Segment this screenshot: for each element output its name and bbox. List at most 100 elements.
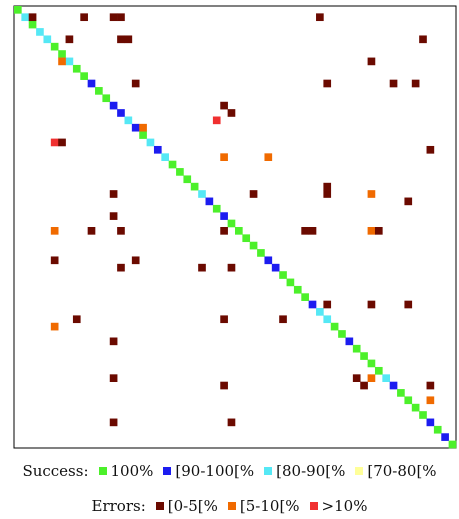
cell (28, 20, 37, 29)
cell (367, 227, 376, 235)
cell (360, 352, 368, 360)
cell (117, 13, 125, 22)
cell (345, 337, 354, 346)
cell (65, 57, 74, 66)
cell (117, 263, 125, 272)
cell (404, 396, 413, 405)
cell (87, 227, 96, 235)
cell (198, 190, 206, 198)
cell (95, 87, 103, 95)
cell (330, 322, 339, 331)
cell (124, 35, 133, 44)
cell (72, 315, 81, 324)
cell (301, 227, 309, 235)
cell (293, 285, 302, 294)
cell (419, 35, 427, 44)
cell (323, 315, 332, 324)
cell (220, 212, 228, 220)
cell (426, 396, 435, 405)
legend-label: [70-80[% (367, 462, 437, 480)
cell (161, 153, 169, 161)
cell (227, 263, 236, 272)
legend-title: Errors: (91, 497, 146, 515)
cell (153, 145, 162, 154)
cell (389, 381, 398, 390)
legend-title: Success: (22, 462, 89, 480)
cell (117, 227, 125, 235)
cell (102, 94, 111, 103)
cell (316, 13, 324, 22)
cell (433, 425, 442, 434)
cell (419, 411, 427, 419)
cell (404, 197, 413, 206)
cell (21, 13, 30, 22)
cell (367, 190, 376, 198)
cell (117, 35, 125, 44)
cell (235, 227, 243, 235)
cell (205, 197, 214, 206)
cell (323, 190, 332, 198)
cell (397, 389, 405, 397)
cell (257, 249, 265, 257)
cell (117, 109, 125, 117)
cell (271, 263, 280, 272)
cell (220, 153, 228, 161)
cell (323, 182, 332, 191)
cell (323, 300, 332, 309)
cell (109, 13, 118, 22)
cell (367, 359, 376, 368)
legend-label: [90-100[% (175, 462, 255, 480)
cell (367, 57, 376, 66)
cell (308, 300, 317, 309)
cell (109, 374, 118, 382)
cell (323, 79, 332, 88)
cell (426, 381, 435, 390)
cell (242, 234, 251, 243)
cell (168, 160, 177, 169)
cell (65, 35, 74, 44)
cell (190, 182, 199, 191)
cell (131, 79, 140, 88)
cell (220, 101, 228, 110)
matrix-chart (13, 5, 457, 449)
cell (87, 79, 96, 88)
cell (352, 344, 361, 353)
cell (374, 366, 383, 375)
error-legend: Errors: [0-5[% [5-10[% >10% (0, 495, 459, 517)
cell (72, 64, 81, 73)
cell (58, 138, 66, 147)
cell (338, 330, 346, 338)
cell (50, 42, 59, 51)
cell (389, 79, 398, 88)
cell (139, 123, 147, 132)
cell (176, 168, 184, 176)
cell (279, 315, 287, 324)
cell (220, 227, 228, 235)
legend-swatch (355, 467, 364, 475)
legend-swatch (309, 502, 318, 510)
cell (109, 190, 118, 198)
cell (220, 315, 228, 324)
cell (264, 256, 273, 265)
cell (109, 418, 118, 427)
cell (279, 271, 287, 279)
cell (198, 263, 206, 272)
cell (131, 256, 140, 265)
cell (301, 293, 309, 301)
cell (382, 374, 390, 382)
cell (227, 418, 236, 427)
legend-label: [80-90[% (276, 462, 346, 480)
cell (441, 433, 449, 441)
cell (411, 403, 420, 412)
legend-swatch (155, 502, 164, 510)
cell (227, 109, 236, 117)
cell (448, 440, 457, 449)
cell (50, 227, 59, 235)
legend-swatch (227, 502, 236, 510)
cell (404, 300, 413, 309)
cell (58, 50, 66, 58)
cell (139, 131, 147, 139)
cell (109, 337, 118, 346)
cell (367, 374, 376, 382)
